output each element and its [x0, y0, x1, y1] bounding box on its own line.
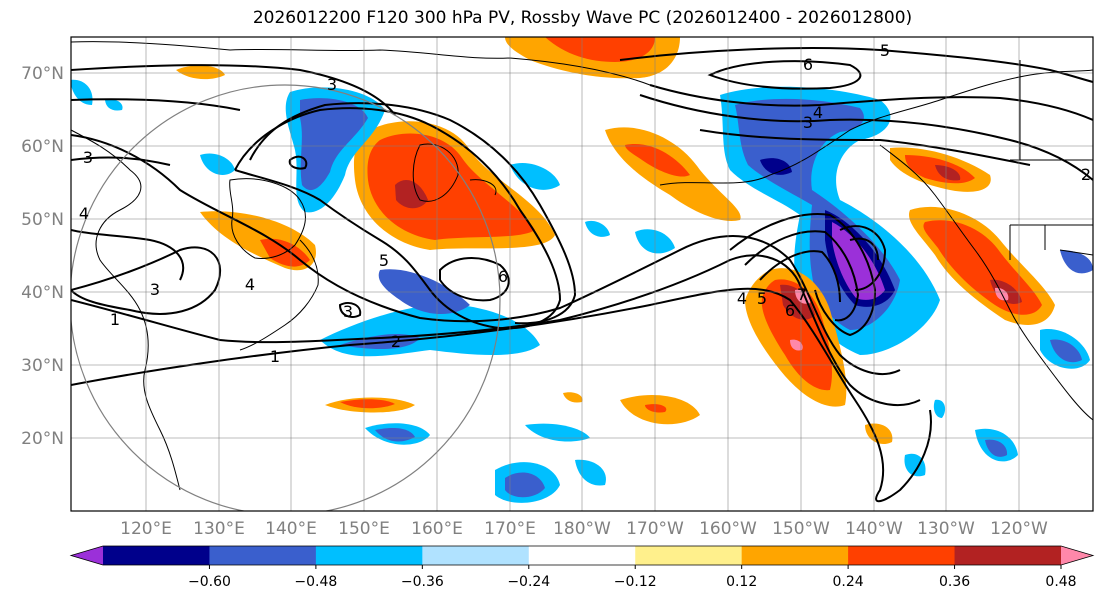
contour-label: 3 [150, 280, 160, 299]
colorbar-tick-label: 0.48 [1045, 574, 1076, 590]
colorbar-tick-label: −0.36 [401, 574, 444, 590]
lon-label: 130°E [193, 519, 245, 539]
contour-label: 6 [803, 55, 813, 74]
contour-label: 4 [813, 103, 823, 122]
colorbar-segment [71, 546, 103, 565]
contour-label: 4 [245, 275, 255, 294]
colorbar [69, 545, 1095, 566]
contour-label: 3 [803, 113, 813, 132]
colorbar-segment [635, 546, 743, 565]
lon-label: 150°E [338, 519, 390, 539]
lon-label: 120°E [120, 519, 172, 539]
pv-contours [71, 47, 1093, 503]
colorbar-tick-label: −0.12 [614, 574, 657, 590]
contour-label: 4 [737, 289, 747, 308]
colorbar-segment [741, 546, 849, 565]
colorbar-segment [422, 546, 530, 565]
lat-label: 60°N [21, 137, 64, 157]
colorbar-tick-label: −0.24 [507, 574, 550, 590]
contour-label: 2 [1081, 165, 1091, 184]
colorbar-ticks: −0.60 −0.48 −0.36 −0.24 −0.12 0.12 0.24 0.36 0.4… [188, 565, 1077, 590]
lon-label: 140°E [265, 519, 317, 539]
contour-label: 7 [797, 285, 807, 304]
lon-label: 170°W [626, 519, 684, 539]
longitude-labels: 120°E 130°E 140°E 150°E 160°E 170°E 180°… [120, 519, 1048, 539]
lat-label: 30°N [21, 356, 64, 376]
lon-label: 120°W [990, 519, 1048, 539]
rossby-wave-circle [71, 84, 501, 511]
colorbar-segment [528, 546, 636, 565]
contour-label: 5 [757, 289, 767, 308]
latitude-labels: 70°N 60°N 50°N 40°N 30°N 20°N [21, 64, 64, 449]
lon-label: 170°E [484, 519, 536, 539]
map-title: 2026012200 F120 300 hPa PV, Rossby Wave … [252, 8, 913, 28]
lon-label: 160°E [411, 519, 463, 539]
colorbar-segment [954, 546, 1062, 565]
contour-label: 6 [785, 301, 795, 320]
colorbar-segment [848, 546, 956, 565]
lat-label: 40°N [21, 283, 64, 303]
lat-label: 20°N [21, 429, 64, 449]
lon-label: 130°W [917, 519, 975, 539]
colorbar-tick-label: −0.48 [294, 574, 337, 590]
gridlines [71, 37, 1093, 511]
contour-labels: 1 1 2 3 3 3 3 4 4 5 6 4 5 6 7 5 4 3 6 2 [79, 41, 1091, 366]
contour-label: 3 [327, 75, 337, 94]
colorbar-segment [209, 546, 317, 565]
contour-label: 1 [270, 347, 280, 366]
lon-label: 150°W [772, 519, 830, 539]
colorbar-tick-label: 0.36 [939, 574, 970, 590]
contour-label: 1 [110, 310, 120, 329]
colorbar-segment [1061, 546, 1093, 565]
contour-label: 5 [379, 251, 389, 270]
colorbar-tick-label: 0.12 [726, 574, 757, 590]
colorbar-tick-label: 0.24 [833, 574, 864, 590]
colorbar-outline [69, 545, 1095, 566]
contour-label: 4 [79, 204, 89, 223]
contour-label: 2 [391, 332, 401, 351]
lon-label: 180°W [553, 519, 611, 539]
contour-label: 3 [343, 302, 353, 321]
map-frame [70, 36, 1094, 512]
colorbar-segment [315, 546, 423, 565]
contour-label: 5 [880, 41, 890, 60]
colorbar-tick-label: −0.60 [188, 574, 231, 590]
contour-label: 3 [83, 148, 93, 167]
lon-label: 160°W [699, 519, 757, 539]
lon-label: 140°W [845, 519, 903, 539]
contour-label: 6 [498, 267, 508, 286]
lat-label: 70°N [21, 64, 64, 84]
colorbar-segment [103, 546, 210, 565]
lat-label: 50°N [21, 210, 64, 230]
